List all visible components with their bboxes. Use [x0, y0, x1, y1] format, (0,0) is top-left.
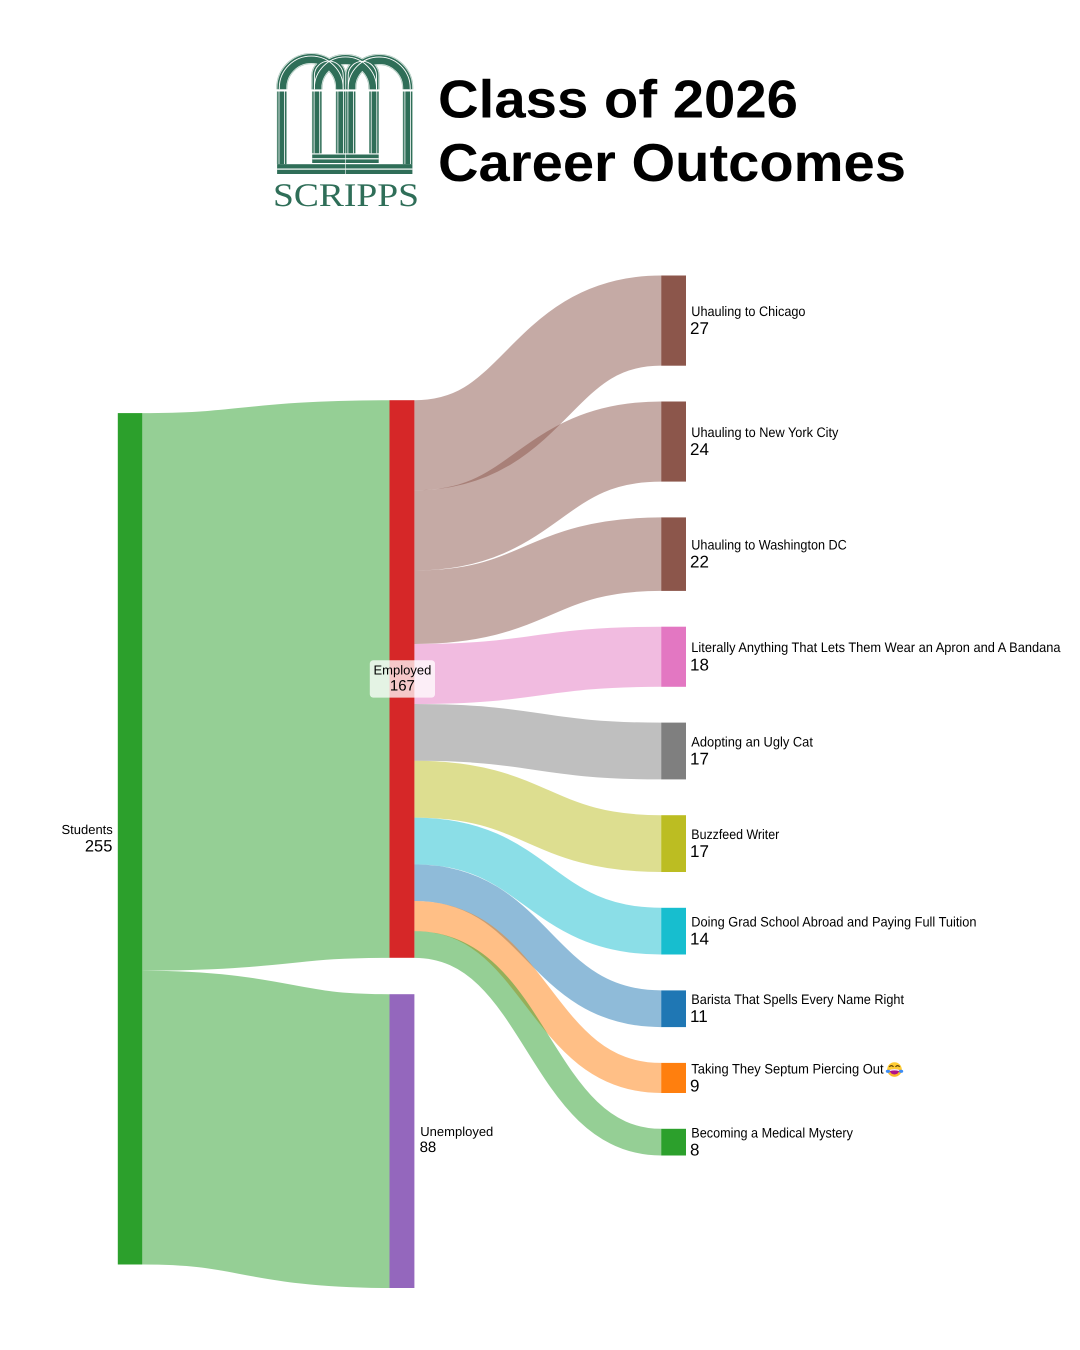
svg-text:Literally Anything That Lets T: Literally Anything That Lets Them Wear a…	[691, 640, 1060, 655]
svg-text:Students: Students	[61, 822, 113, 837]
svg-text:11: 11	[690, 1007, 708, 1026]
svg-text:22: 22	[690, 553, 709, 572]
svg-text:Class of 2026: Class of 2026	[438, 71, 798, 130]
svg-text:Career Outcomes: Career Outcomes	[438, 134, 906, 193]
svg-text:18: 18	[690, 655, 709, 674]
svg-text:14: 14	[690, 930, 709, 949]
svg-text:17: 17	[690, 750, 709, 769]
svg-text:88: 88	[420, 1139, 437, 1156]
svg-text:167: 167	[390, 678, 415, 695]
svg-text:17: 17	[690, 842, 709, 861]
svg-text:Uhauling to Chicago: Uhauling to Chicago	[691, 304, 805, 319]
svg-text:Employed: Employed	[373, 662, 431, 677]
svg-text:SCRIPPS: SCRIPPS	[273, 178, 419, 214]
svg-text:Doing Grad School Abroad and P: Doing Grad School Abroad and Paying Full…	[691, 915, 976, 930]
svg-text:27: 27	[690, 319, 709, 338]
svg-text:Unemployed: Unemployed	[420, 1124, 493, 1139]
svg-text:Barista That Spells Every Name: Barista That Spells Every Name Right	[691, 992, 904, 1007]
svg-text:Adopting an Ugly Cat: Adopting an Ugly Cat	[691, 734, 813, 749]
svg-text:Uhauling to New York City: Uhauling to New York City	[691, 425, 838, 440]
svg-text:255: 255	[85, 838, 113, 856]
svg-text:8: 8	[690, 1141, 699, 1160]
svg-text:Uhauling to Washington DC: Uhauling to Washington DC	[691, 538, 847, 553]
svg-text:Buzzfeed Writer: Buzzfeed Writer	[691, 827, 779, 842]
svg-text:Becoming a Medical Mystery: Becoming a Medical Mystery	[691, 1126, 853, 1141]
svg-text:Taking They Septum Piercing Ou: Taking They Septum Piercing Out	[691, 1061, 883, 1076]
svg-text:24: 24	[690, 440, 709, 459]
svg-text:9: 9	[690, 1076, 699, 1095]
